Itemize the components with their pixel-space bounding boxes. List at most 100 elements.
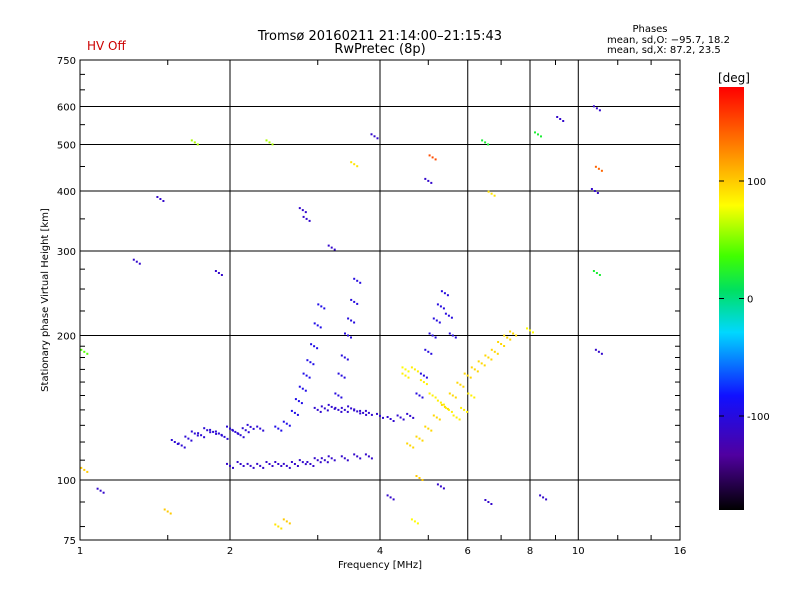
data-point: [376, 137, 379, 140]
data-point: [215, 432, 218, 435]
data-point: [442, 487, 445, 490]
data-point: [353, 321, 356, 324]
data-point: [327, 244, 330, 247]
data-point: [310, 343, 313, 346]
data-point: [401, 372, 404, 375]
data-point: [220, 274, 223, 276]
data-point: [86, 470, 89, 473]
data-point: [439, 485, 442, 488]
data-point: [480, 362, 483, 365]
data-point: [256, 425, 259, 428]
data-point: [99, 489, 102, 492]
data-point: [290, 409, 293, 412]
data-point: [448, 332, 451, 335]
data-point: [347, 405, 350, 408]
data-point: [241, 427, 244, 430]
data-point: [467, 392, 470, 395]
data-point: [317, 303, 320, 306]
data-point: [503, 334, 506, 337]
data-point: [313, 345, 316, 348]
data-point: [242, 465, 245, 467]
data-point: [319, 410, 322, 413]
data-point: [595, 272, 598, 274]
data-point: [301, 461, 304, 464]
data-point: [249, 464, 252, 467]
data-point: [203, 436, 206, 439]
data-point: [265, 139, 268, 142]
data-point: [490, 503, 493, 505]
data-point: [320, 305, 323, 308]
data-point: [86, 352, 89, 355]
data-point: [306, 461, 309, 463]
data-point: [217, 432, 220, 435]
x-tick-label: 2: [227, 546, 233, 557]
x-tick-label: 10: [572, 546, 585, 557]
data-point: [132, 258, 135, 261]
data-point: [526, 327, 528, 330]
data-point: [545, 498, 548, 501]
data-point: [425, 376, 428, 379]
data-point: [234, 430, 237, 433]
data-point: [470, 366, 473, 369]
data-point: [353, 408, 356, 411]
data-point: [247, 431, 250, 434]
data-point: [456, 381, 459, 384]
data-point: [438, 321, 441, 324]
data-point: [446, 294, 449, 297]
data-point: [506, 336, 509, 339]
data-point: [422, 381, 425, 384]
data-point: [323, 459, 326, 462]
data-point: [365, 413, 368, 416]
data-point: [386, 494, 389, 497]
data-point: [460, 406, 463, 409]
data-point: [309, 361, 312, 364]
data-point: [259, 427, 262, 430]
data-point: [455, 416, 458, 419]
data-point: [594, 165, 597, 168]
data-point: [487, 190, 490, 193]
data-point: [308, 219, 311, 222]
data-point: [190, 139, 193, 142]
data-point: [597, 350, 600, 353]
data-point: [184, 435, 187, 438]
data-point: [364, 409, 367, 412]
data-point: [595, 107, 598, 110]
data-point: [493, 194, 496, 197]
data-point: [340, 410, 343, 413]
data-point: [337, 372, 340, 375]
data-point: [436, 399, 439, 402]
data-point: [214, 270, 217, 272]
data-point: [559, 118, 562, 120]
data-point: [476, 370, 479, 373]
data-point: [443, 292, 446, 295]
data-point: [413, 520, 416, 523]
data-point: [293, 463, 296, 465]
data-point: [416, 370, 419, 373]
data-point: [434, 158, 437, 161]
data-point: [444, 406, 447, 409]
y-tick-label: 100: [57, 476, 76, 487]
chart-subtitle: RwPretec (8p): [334, 42, 425, 57]
data-point: [440, 290, 443, 293]
data-point: [300, 402, 303, 405]
data-point: [466, 410, 469, 413]
data-point: [288, 522, 291, 525]
data-point: [425, 383, 428, 386]
data-point: [203, 427, 206, 430]
data-point: [353, 277, 356, 280]
data-point: [590, 188, 593, 190]
data-point: [163, 508, 166, 511]
x-tick-label: 4: [377, 546, 383, 557]
stats-line-o: mean, sd,O: −95.7, 18.2: [607, 35, 730, 46]
data-point: [596, 192, 599, 194]
data-point: [379, 414, 381, 417]
data-point: [376, 412, 378, 415]
data-point: [334, 406, 337, 409]
data-point: [259, 464, 262, 467]
data-point: [244, 429, 247, 432]
data-point: [594, 348, 597, 351]
data-point: [353, 163, 356, 166]
data-point: [512, 332, 515, 335]
y-tick-label: 600: [57, 103, 76, 114]
data-point: [428, 332, 431, 335]
